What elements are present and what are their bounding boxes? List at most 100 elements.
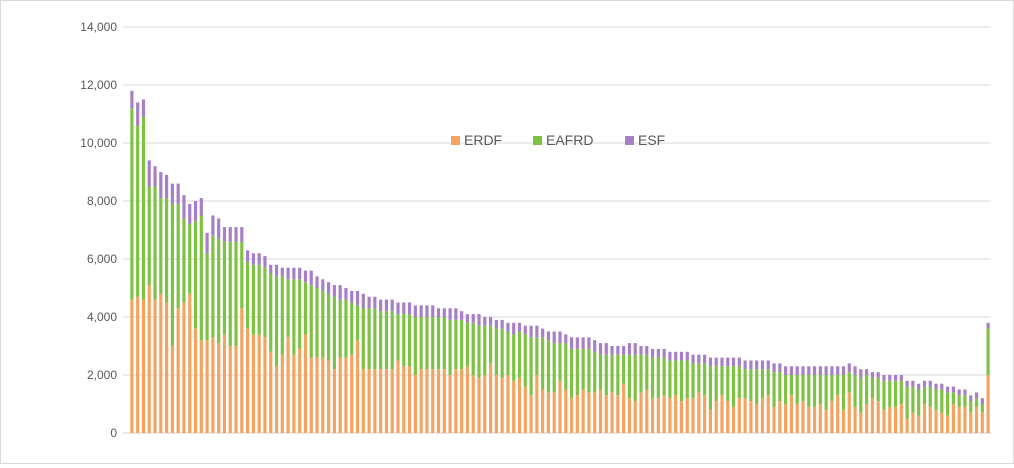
bar-esf	[627, 343, 632, 355]
bar-erdf	[546, 392, 551, 433]
bar-erdf	[772, 406, 776, 433]
bar-erdf	[593, 392, 597, 433]
bar-erdf	[969, 412, 973, 433]
bar-erdf	[627, 398, 632, 433]
bar-esf	[691, 354, 695, 364]
bar-eafrd	[778, 372, 782, 402]
bar-erdf	[286, 337, 290, 433]
bar-erdf	[141, 299, 146, 433]
bar-eafrd	[471, 322, 475, 375]
bar-erdf	[309, 357, 313, 433]
bar-eafrd	[633, 354, 637, 402]
bar-esf	[431, 305, 435, 317]
bar-eafrd	[772, 372, 776, 407]
gridlines	[123, 26, 991, 434]
bar-erdf	[419, 369, 423, 433]
bar-erdf	[274, 366, 279, 433]
bar-esf	[176, 183, 180, 204]
bar-erdf	[529, 395, 533, 433]
bar-esf	[824, 366, 828, 375]
bar-erdf	[517, 377, 522, 433]
bar-erdf	[402, 366, 406, 433]
bar-esf	[350, 290, 354, 303]
bar-erdf	[332, 369, 336, 433]
bar-esf	[633, 343, 637, 355]
bar-erdf	[922, 404, 927, 433]
bar-erdf	[488, 363, 493, 433]
bar-erdf	[865, 404, 869, 433]
bar-esf	[737, 357, 741, 367]
bar-esf	[951, 386, 955, 393]
bar-erdf	[899, 404, 903, 433]
bar-erdf	[847, 392, 851, 433]
bar-erdf	[552, 392, 556, 433]
bar-erdf	[222, 334, 227, 433]
bar-erdf	[778, 401, 782, 433]
bar-eafrd	[558, 343, 562, 381]
bar-esf	[338, 285, 342, 300]
bar-esf	[905, 380, 909, 387]
bar-esf	[315, 276, 319, 288]
bar-eafrd	[755, 369, 759, 404]
bar-erdf	[824, 409, 828, 433]
bar-eafrd	[865, 375, 869, 404]
bar-eafrd	[581, 348, 585, 390]
bar-eafrd	[668, 360, 672, 399]
bar-esf	[639, 346, 643, 355]
y-tick-label: 8,000	[87, 194, 117, 208]
y-tick-label: 12,000	[80, 78, 117, 92]
bar-eafrd	[980, 404, 984, 413]
bar-eafrd	[691, 363, 695, 399]
bar-esf	[541, 328, 545, 338]
bar-esf	[766, 360, 770, 370]
bar-eafrd	[355, 305, 360, 341]
bar-eafrd	[448, 319, 452, 375]
bar-esf	[535, 325, 539, 338]
bar-esf	[697, 354, 701, 364]
bar-eafrd	[321, 290, 325, 358]
bar-erdf	[448, 375, 452, 433]
bar-eafrd	[246, 261, 250, 329]
bar-eafrd	[795, 375, 799, 404]
bar-erdf	[807, 406, 811, 433]
bar-esf	[471, 314, 475, 323]
bar-erdf	[940, 412, 944, 433]
bar-eafrd	[969, 401, 973, 413]
bar-esf	[222, 227, 227, 242]
bar-eafrd	[818, 375, 822, 404]
bar-esf	[257, 253, 261, 265]
bar-eafrd	[384, 311, 389, 370]
bar-erdf	[541, 389, 545, 433]
bar-erdf	[269, 351, 273, 433]
bar-erdf	[240, 308, 244, 433]
bar-esf	[355, 290, 360, 306]
bar-erdf	[257, 334, 261, 433]
bar-eafrd	[523, 334, 527, 387]
bar-esf	[865, 369, 869, 375]
bar-esf	[488, 317, 493, 326]
bar-esf	[286, 267, 290, 280]
bar-erdf	[431, 369, 435, 433]
bar-erdf	[708, 409, 713, 433]
bar-esf	[610, 346, 614, 355]
bar-eafrd	[836, 375, 840, 396]
bar-erdf	[292, 354, 296, 433]
bar-erdf	[841, 409, 846, 433]
bar-esf	[679, 351, 684, 361]
bar-esf	[251, 253, 255, 265]
bar-erdf	[604, 395, 608, 433]
bar-erdf	[136, 296, 140, 433]
bar-eafrd	[598, 354, 603, 390]
bar-erdf	[662, 395, 666, 433]
bar-eafrd	[165, 198, 169, 303]
bar-esf	[882, 375, 886, 381]
bar-erdf	[298, 348, 302, 433]
bar-eafrd	[280, 276, 284, 355]
bar-erdf	[367, 369, 371, 433]
bar-eafrd	[679, 360, 684, 402]
bar-erdf	[506, 375, 510, 433]
bar-erdf	[564, 389, 568, 433]
bar-eafrd	[749, 369, 753, 402]
